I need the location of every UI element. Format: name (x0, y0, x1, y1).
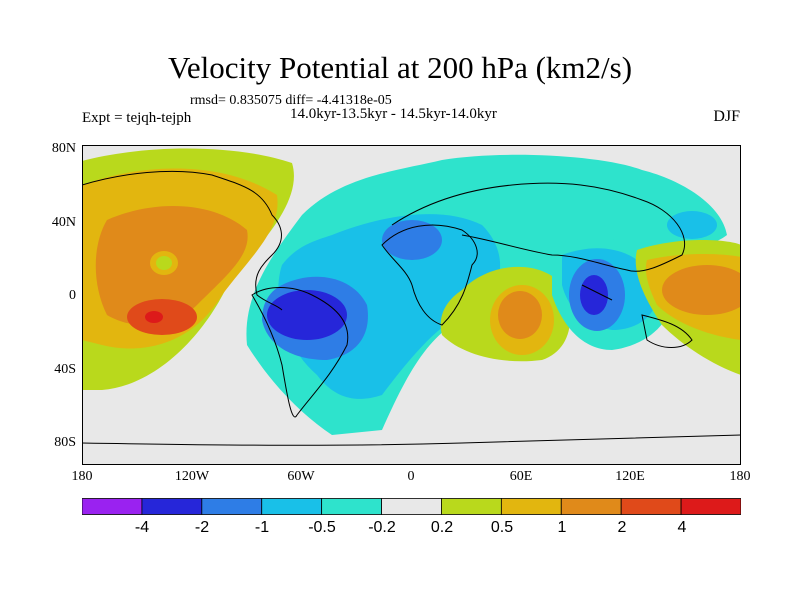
lat-tick: 0 (69, 288, 76, 303)
experiment-label: Expt = tejqh-tejph (82, 110, 192, 126)
contour-fill-positive (498, 291, 542, 339)
lon-tick: 120E (615, 469, 645, 484)
colorbar-label: -0.2 (368, 519, 396, 536)
lon-tick: 120W (174, 469, 210, 484)
colorbar-swatch (680, 498, 741, 515)
colorbar-label: -0.5 (308, 519, 336, 536)
colorbar-swatch (201, 498, 263, 515)
colorbar-label: 0.5 (490, 519, 514, 536)
contour-fill-positive (662, 265, 741, 315)
season-label: DJF (713, 108, 740, 125)
colorbar-swatch (560, 498, 622, 515)
figure-title: Velocity Potential at 200 hPa (km2/s) (167, 50, 633, 85)
contour-fill-negative (667, 211, 717, 239)
contour-fill-min (580, 275, 608, 315)
colorbar-label: -1 (254, 519, 270, 536)
colorbar-swatch (82, 498, 143, 515)
lon-tick: 60W (287, 469, 315, 484)
velocity-potential-map (82, 145, 741, 465)
colorbar-label: 4 (677, 519, 687, 536)
colorbar-label: -4 (134, 519, 150, 536)
colorbar-swatch (141, 498, 203, 515)
colorbar-swatch (381, 498, 442, 515)
colorbar-swatch (620, 498, 682, 515)
colorbar-swatch (321, 498, 382, 515)
contour-fill-min (267, 290, 347, 340)
contour-fill-max (145, 311, 163, 323)
contour-fill-negative (382, 220, 442, 260)
colorbar-label: 0.2 (430, 519, 454, 536)
colorbar-swatch (261, 498, 323, 515)
lat-tick: 40N (51, 215, 76, 230)
lon-tick: 180 (729, 469, 751, 484)
lat-tick: 80N (51, 141, 76, 156)
lat-tick: 40S (54, 362, 76, 377)
contour-fill-positive (156, 256, 172, 270)
colorbar-label: -2 (194, 519, 210, 536)
period-label: 14.0kyr-13.5kyr - 14.5kyr-14.0kyr (290, 106, 497, 122)
stats-line: rmsd= 0.835075 diff= -4.41318e-05 (190, 93, 392, 108)
colorbar-swatch (441, 498, 502, 515)
colorbar-swatch (500, 498, 562, 515)
colorbar-label: 2 (617, 519, 627, 536)
lat-tick: 80S (54, 435, 76, 450)
lon-tick: 0 (407, 469, 415, 484)
lon-tick: 60E (509, 469, 533, 484)
lon-tick: 180 (71, 469, 93, 484)
colorbar-label: 1 (557, 519, 567, 536)
coastlines (82, 170, 741, 446)
map-frame (82, 145, 741, 465)
colorbar (82, 498, 741, 515)
